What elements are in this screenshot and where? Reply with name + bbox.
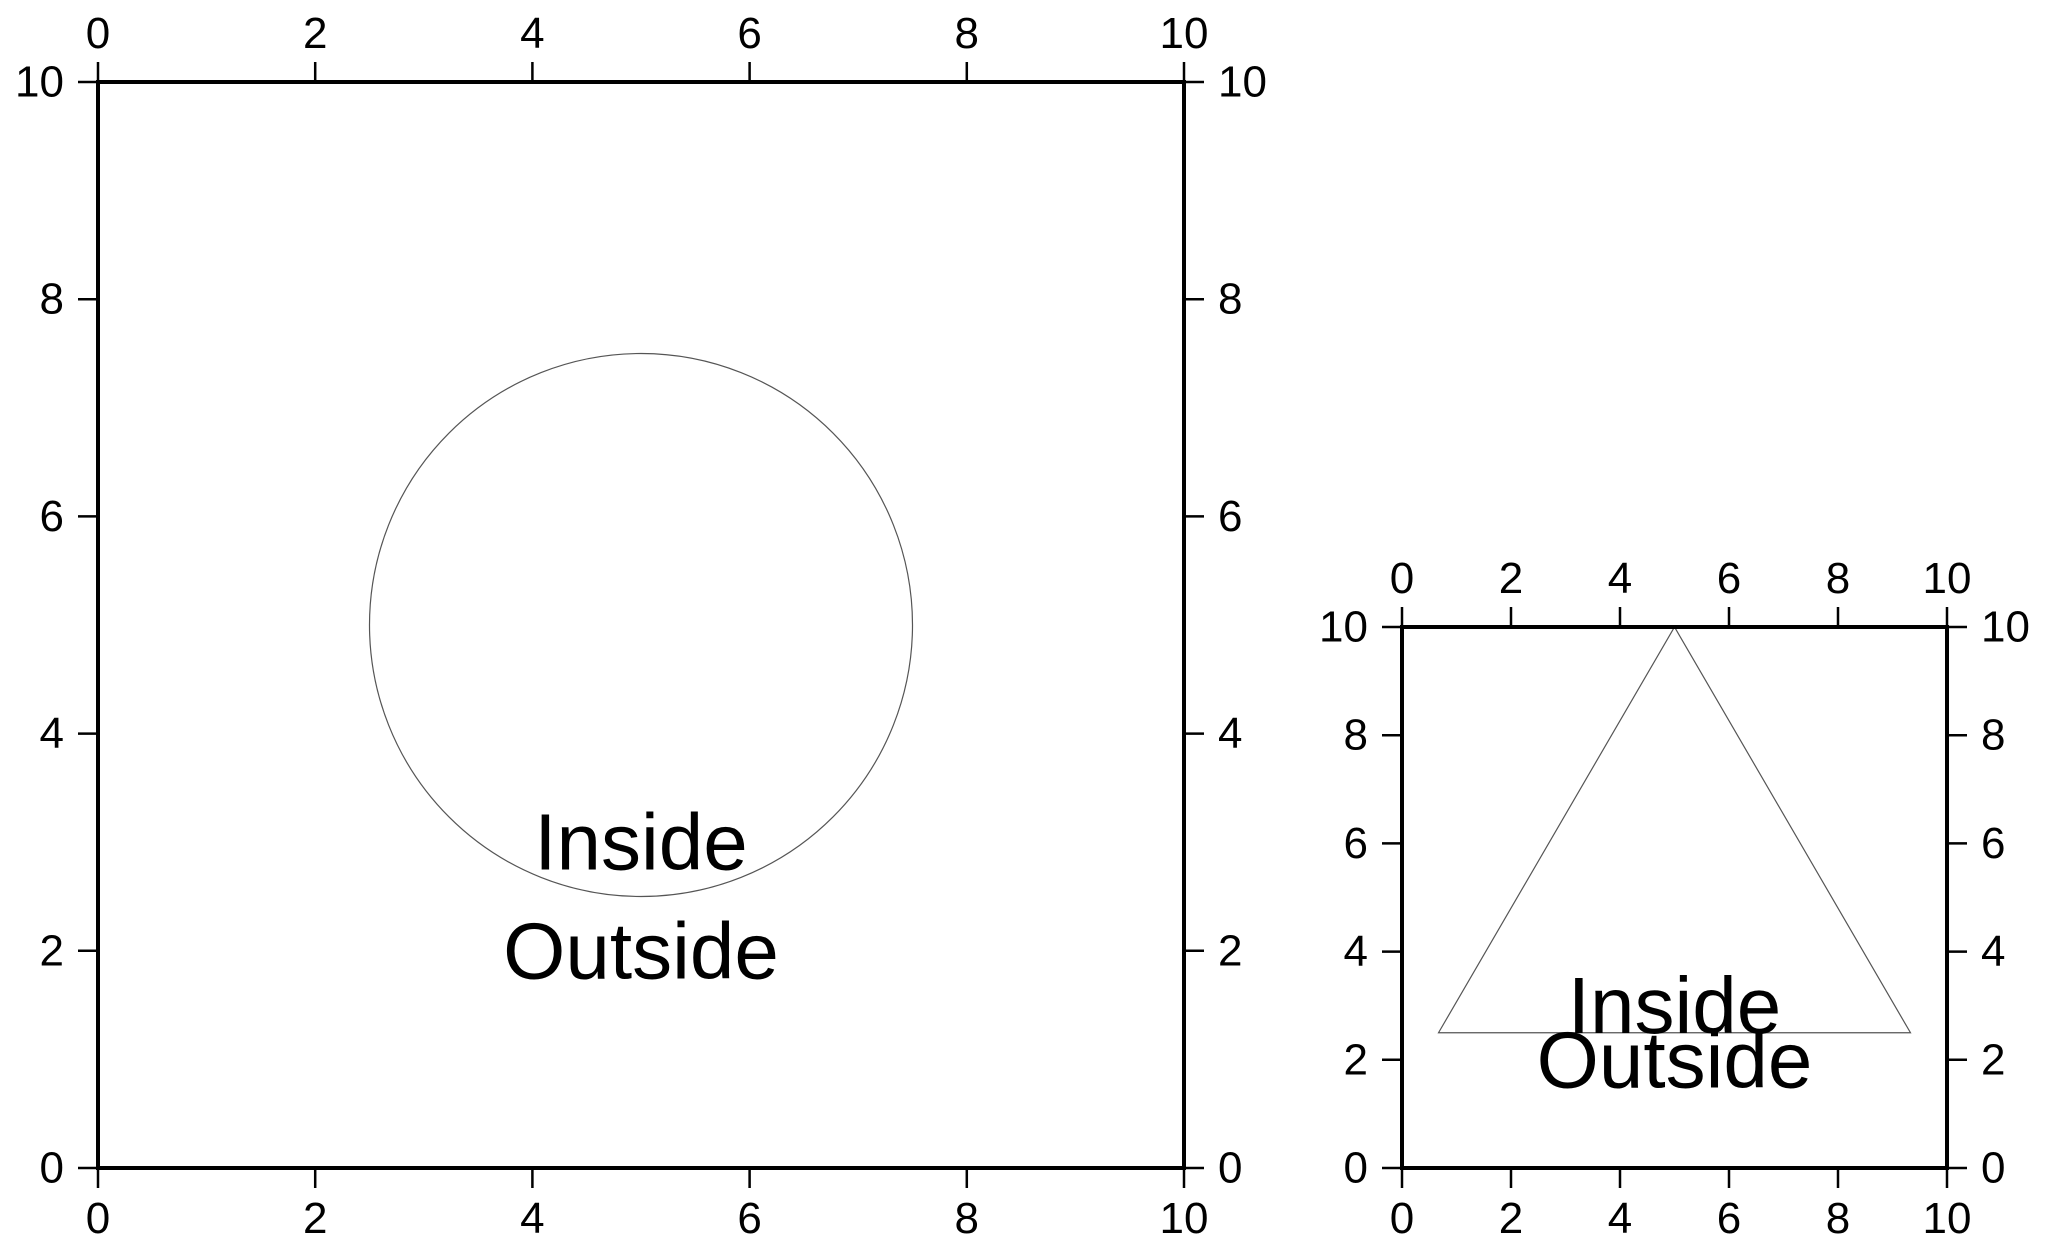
y-tick-label-left: 2: [1344, 1035, 1368, 1084]
y-tick-label-right: 8: [1981, 711, 2005, 760]
x-tick-label-bottom: 10: [1160, 1194, 1209, 1243]
x-tick-label-top: 2: [1499, 554, 1523, 603]
x-tick-label-bottom: 4: [520, 1194, 544, 1243]
y-tick-label-left: 0: [1344, 1144, 1368, 1193]
annotation-inside: Inside: [1568, 961, 1781, 1050]
x-tick-label-bottom: 6: [1717, 1194, 1741, 1243]
y-tick-label-left: 4: [40, 709, 64, 758]
y-tick-label-right: 6: [1218, 492, 1242, 541]
y-tick-label-right: 10: [1218, 58, 1267, 107]
triangle-outline: [1437, 625, 1912, 1034]
y-tick-label-right: 4: [1981, 927, 2005, 976]
y-tick-label-left: 10: [15, 58, 64, 107]
y-tick-label-left: 0: [40, 1144, 64, 1193]
x-tick-label-top: 2: [303, 9, 327, 58]
plot-frame: [96, 80, 1186, 1170]
x-tick-label-top: 8: [955, 9, 979, 58]
x-tick-label-top: 0: [1390, 554, 1414, 603]
x-tick-label-top: 4: [520, 9, 544, 58]
annotation-outside: Outside: [1537, 1015, 1813, 1104]
y-tick-label-right: 0: [1218, 1144, 1242, 1193]
plot-frame: [1400, 625, 1949, 1170]
y-tick-label-left: 6: [1344, 819, 1368, 868]
x-tick-label-top: 10: [1923, 554, 1972, 603]
x-tick-label-top: 0: [86, 9, 110, 58]
x-tick-label-top: 6: [737, 9, 761, 58]
y-tick-label-left: 8: [1344, 711, 1368, 760]
x-tick-label-bottom: 0: [1390, 1194, 1414, 1243]
y-tick-label-left: 4: [1344, 927, 1368, 976]
y-tick-label-right: 0: [1981, 1144, 2005, 1193]
y-tick-label-right: 6: [1981, 819, 2005, 868]
circle-outline: [368, 352, 914, 898]
x-tick-label-top: 4: [1608, 554, 1632, 603]
annotation-inside: Inside: [534, 798, 747, 887]
annotation-outside: Outside: [503, 906, 779, 995]
y-tick-label-right: 2: [1981, 1035, 2005, 1084]
y-tick-label-left: 2: [40, 926, 64, 975]
y-tick-label-right: 4: [1218, 709, 1242, 758]
x-tick-label-top: 10: [1160, 9, 1209, 58]
x-tick-label-bottom: 8: [1826, 1194, 1850, 1243]
x-tick-label-bottom: 2: [1499, 1194, 1523, 1243]
x-tick-label-bottom: 4: [1608, 1194, 1632, 1243]
x-tick-label-bottom: 0: [86, 1194, 110, 1243]
x-tick-label-bottom: 8: [955, 1194, 979, 1243]
x-tick-label-bottom: 6: [737, 1194, 761, 1243]
y-tick-label-right: 8: [1218, 275, 1242, 324]
x-tick-label-top: 6: [1717, 554, 1741, 603]
y-tick-label-left: 8: [40, 275, 64, 324]
x-tick-label-bottom: 2: [303, 1194, 327, 1243]
y-tick-label-left: 10: [1319, 603, 1368, 652]
y-tick-label-right: 10: [1981, 603, 2030, 652]
y-tick-label-right: 2: [1218, 926, 1242, 975]
y-tick-label-left: 6: [40, 492, 64, 541]
x-tick-label-top: 8: [1826, 554, 1850, 603]
x-tick-label-bottom: 10: [1923, 1194, 1972, 1243]
